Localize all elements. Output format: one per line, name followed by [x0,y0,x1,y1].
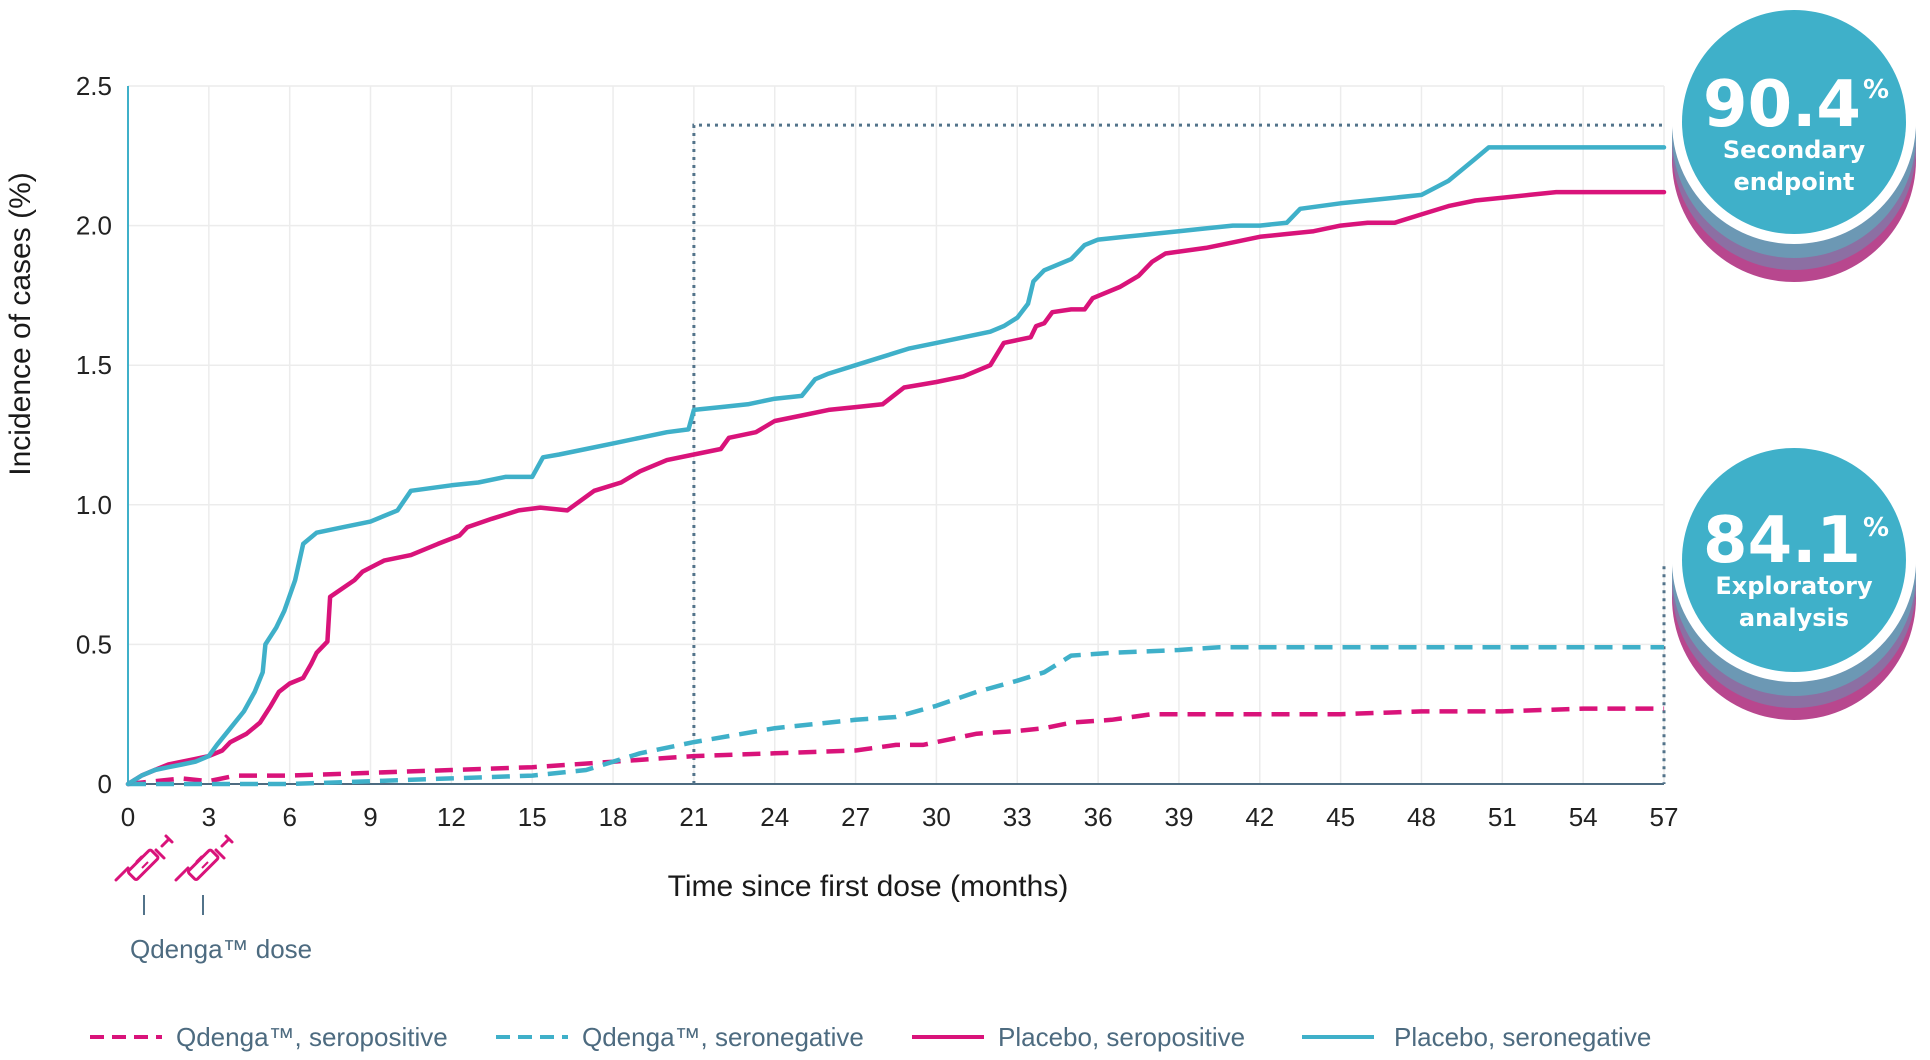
legend-item-qdenga-seronegative: Qdenga™, seronegative [496,1022,864,1052]
x-tick-label-27: 27 [841,802,870,832]
series-line-placebo-seronegative [125,145,1667,787]
x-tick-label-21: 21 [679,802,708,832]
svg-text:Placebo, seronegative: Placebo, seronegative [1394,1022,1651,1052]
exploratory-analysis-callout: 84.1 % Exploratory analysis [1672,438,1916,720]
legend: Qdenga™, seropositive Qdenga™, seronegat… [90,1022,1651,1052]
y-tick-label-0.5: 0.5 [76,629,112,659]
x-tick-label-54: 54 [1569,802,1598,832]
x-tick-label-12: 12 [437,802,466,832]
legend-item-qdenga-seropositive: Qdenga™, seropositive [90,1022,448,1052]
x-axis-title: Time since first dose (months) [668,870,1069,903]
series-line-placebo-seropositive [125,189,1667,787]
legend-item-placebo-seronegative: Placebo, seronegative [1302,1022,1651,1052]
x-tick-label-9: 9 [363,802,377,832]
x-tick-label-36: 36 [1084,802,1113,832]
svg-text:Qdenga™, seropositive: Qdenga™, seropositive [176,1022,448,1052]
secondary-endpoint-callout: 90.4 % Secondary endpoint [1672,0,1916,282]
exploratory-analysis-label-1: Exploratory [1715,572,1873,600]
svg-text:Qdenga™, seronegative: Qdenga™, seronegative [582,1022,864,1052]
x-tick-label-3: 3 [202,802,216,832]
secondary-endpoint-value: 90.4 [1703,68,1861,142]
grid [127,85,1665,785]
y-tick-label-2.5: 2.5 [76,71,112,101]
y-tick-label-0: 0 [98,769,112,799]
x-tick-label-15: 15 [518,802,547,832]
dose-annotation: Qdenga™ dose [114,834,312,964]
secondary-endpoint-bracket [692,123,1664,784]
y-tick-label-1.5: 1.5 [76,350,112,380]
x-tick-label-18: 18 [599,802,628,832]
exploratory-analysis-value: 84.1 [1703,504,1861,578]
syringe-icon [114,834,174,882]
secondary-endpoint-unit: % [1863,75,1889,105]
x-tick-label-48: 48 [1407,802,1436,832]
syringe-icon [174,834,234,882]
dose-label: Qdenga™ dose [130,934,312,964]
x-tick-label-51: 51 [1488,802,1517,832]
x-tick-label-39: 39 [1164,802,1193,832]
svg-text:Placebo, seropositive: Placebo, seropositive [998,1022,1245,1052]
data-series [125,145,1667,787]
x-tick-label-45: 45 [1326,802,1355,832]
x-tick-label-24: 24 [760,802,789,832]
x-tick-label-30: 30 [922,802,951,832]
series-line-qdenga-seronegative [128,644,1664,787]
exploratory-analysis-label-2: analysis [1739,604,1849,632]
x-tick-label-0: 0 [121,802,135,832]
x-tick-label-57: 57 [1650,802,1679,832]
endpoint-brackets [692,123,1666,784]
y-tick-label-1: 1.0 [76,490,112,520]
x-tick-label-33: 33 [1003,802,1032,832]
axes [127,86,1664,785]
secondary-endpoint-label-1: Secondary [1723,136,1866,164]
series-line-qdenga-seropositive [127,706,1664,787]
y-tick-label-2: 2.0 [76,211,112,241]
tick-labels: 0 3 6 9 12 15 18 21 24 27 30 33 36 39 42 45 48 51 54 5700.5… [76,71,1679,832]
secondary-endpoint-label-2: endpoint [1734,168,1855,196]
x-tick-label-6: 6 [282,802,296,832]
legend-item-placebo-seropositive: Placebo, seropositive [912,1022,1245,1052]
exploratory-analysis-unit: % [1863,513,1889,543]
x-tick-label-42: 42 [1245,802,1274,832]
y-axis-title: Incidence of cases (%) [4,172,37,475]
